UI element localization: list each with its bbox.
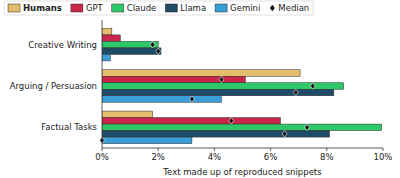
plot-area	[102, 28, 382, 143]
bar	[102, 35, 120, 42]
bar	[102, 124, 382, 131]
x-tick	[270, 148, 271, 151]
category-label: Creative Writing	[28, 40, 97, 50]
median-markers	[100, 41, 316, 143]
category-label: Arguing / Persuasion	[10, 81, 97, 91]
bar	[102, 111, 153, 118]
median-marker	[293, 89, 298, 95]
category-label: Factual Tasks	[41, 122, 97, 132]
legend-label: Claude	[127, 3, 157, 13]
bar	[102, 96, 221, 103]
median-marker	[150, 41, 155, 47]
x-tick	[383, 148, 384, 151]
legend-frame	[4, 1, 313, 15]
bar	[102, 76, 245, 83]
x-tick-label: 10%	[374, 152, 393, 162]
legend-swatch	[215, 4, 227, 12]
x-tick	[158, 148, 159, 151]
legend-swatch	[71, 4, 83, 12]
legend-label: Gemini	[230, 3, 260, 13]
legend: Humans GPT Claude Llama Gemini Median	[4, 1, 313, 15]
legend-label: Humans	[23, 3, 62, 13]
median-marker	[310, 83, 315, 89]
x-tick	[214, 148, 215, 151]
bar	[102, 118, 280, 125]
x-tick	[102, 148, 103, 151]
x-tick	[326, 148, 327, 151]
x-tick-label: 4%	[208, 152, 222, 162]
y-axis	[102, 20, 103, 148]
x-tick-label: 0%	[95, 152, 109, 162]
legend-swatch	[112, 4, 124, 12]
median-marker	[305, 124, 310, 130]
legend-label: Llama	[180, 3, 206, 13]
legend-label: GPT	[86, 3, 104, 13]
legend-swatch	[165, 4, 177, 12]
legend-label: Median	[278, 3, 309, 13]
median-marker	[190, 96, 195, 102]
x-axis-label: Text made up of reproduced snippets	[162, 167, 322, 177]
chart: Creative Writing Arguing / Persuasion Fact…	[0, 0, 400, 178]
median-marker	[282, 131, 287, 137]
legend-median-marker	[270, 5, 275, 11]
bar	[102, 41, 158, 48]
bar	[102, 83, 344, 90]
x-tick-label: 8%	[320, 152, 334, 162]
bar	[102, 54, 110, 61]
bar	[102, 131, 330, 138]
median-marker	[229, 118, 234, 124]
legend-swatch	[8, 4, 20, 12]
median-marker	[156, 48, 161, 54]
x-tick-label: 2%	[151, 152, 165, 162]
bar	[102, 89, 334, 96]
bar	[102, 28, 112, 34]
bar	[102, 70, 300, 77]
median-marker	[219, 76, 224, 82]
x-tick-label: 6%	[264, 152, 278, 162]
x-axis	[102, 148, 383, 149]
bar	[102, 137, 192, 144]
bar	[102, 48, 161, 55]
